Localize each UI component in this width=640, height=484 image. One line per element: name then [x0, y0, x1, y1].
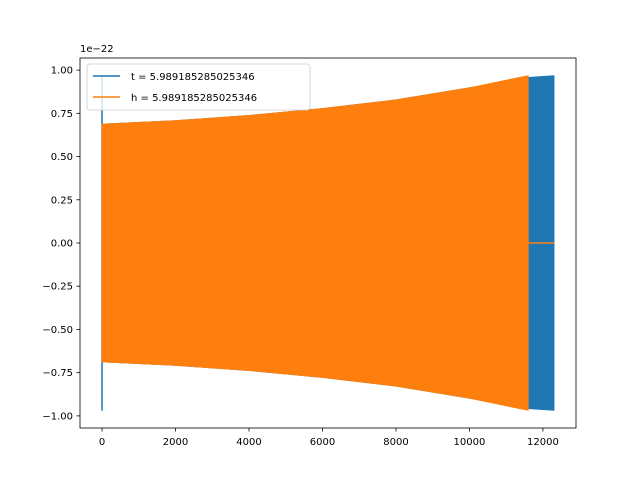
- plot-area: [101, 75, 555, 411]
- x-tick-label: 12000: [527, 437, 559, 448]
- y-tick-label: 0.25: [51, 195, 73, 206]
- x-tick-label: 2000: [163, 437, 188, 448]
- y-tick-label: 0.50: [51, 152, 73, 163]
- y-tick-label: 1.00: [51, 66, 73, 77]
- x-tick-label: 0: [99, 437, 105, 448]
- y-tick-label: −0.50: [42, 325, 73, 336]
- x-tick-label: 6000: [310, 437, 335, 448]
- series-line-h: [101, 75, 529, 411]
- y-offset-text: 1e−22: [80, 44, 114, 55]
- y-tick-label: −1.00: [42, 411, 73, 422]
- series-group: [101, 75, 555, 411]
- x-axis: 0 2000 4000 6000 8000 10000 12000: [99, 428, 559, 448]
- legend-label-t: t = 5.989185285025346: [131, 72, 255, 83]
- x-tick-label: 8000: [383, 437, 408, 448]
- x-tick-label: 10000: [454, 437, 486, 448]
- y-tick-label: −0.75: [42, 368, 73, 379]
- legend-box: [86, 63, 311, 111]
- y-axis: 1.00 0.75 0.50 0.25 0.00 −0.25 −0.50 −0.75 −1.00: [42, 66, 80, 422]
- legend: t = 5.989185285025346 h = 5.989185285025…: [86, 63, 311, 111]
- y-tick-label: −0.25: [42, 282, 73, 293]
- y-tick-label: 0.75: [51, 109, 73, 120]
- y-tick-label: 0.00: [51, 239, 73, 250]
- x-tick-label: 4000: [236, 437, 261, 448]
- legend-label-h: h = 5.989185285025346: [131, 93, 257, 104]
